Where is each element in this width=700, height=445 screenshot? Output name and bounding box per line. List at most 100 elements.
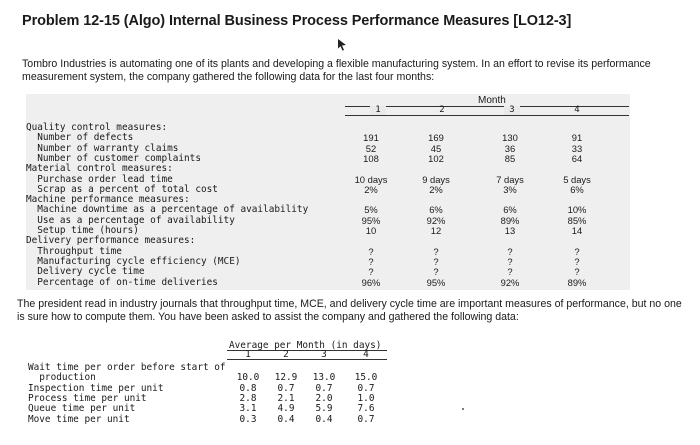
table-cell: 45: [430, 142, 442, 154]
table-cell: ?: [507, 245, 513, 257]
table-cell: 2%: [429, 183, 443, 195]
table-cell: 0.7: [277, 382, 295, 394]
table-cell: 10.0: [236, 372, 260, 384]
table-cell: 10: [365, 225, 377, 236]
table-cell: 6%: [570, 183, 584, 195]
table-cell: 0.8: [239, 382, 257, 394]
month-column-header: 2: [439, 105, 445, 115]
table-cell: 13.0: [312, 372, 336, 384]
table-cell: 2.1: [277, 392, 295, 404]
table-cell: 89%: [500, 214, 520, 226]
table-cell: 130: [502, 132, 518, 144]
table-cell: ?: [368, 266, 374, 278]
row-label: Wait time per order before start of: [28, 362, 226, 373]
table-cell: 85: [504, 152, 516, 164]
row-label: Percentage of on-time deliveries: [26, 276, 218, 288]
average-per-month-header: Average per Month (in days): [229, 340, 382, 351]
table-cell: 0.7: [315, 382, 333, 394]
table-cell: 12.9: [274, 372, 298, 384]
table-cell: ?: [507, 266, 513, 278]
table-cell: 191: [363, 132, 379, 144]
month-column-header: 1: [370, 106, 386, 115]
table-cell: 2.8: [239, 392, 257, 404]
table-cell: 2.0: [315, 392, 333, 404]
table-cell: 2%: [364, 183, 378, 195]
president-paragraph: The president read in industry journals …: [17, 298, 682, 323]
table-cell: ?: [433, 245, 439, 257]
table-cell: 7.6: [357, 403, 375, 415]
table-cell: 89%: [567, 276, 587, 288]
table-cell: ?: [574, 266, 580, 278]
table-cell: 7 days: [496, 173, 524, 185]
table-cell: ?: [368, 255, 374, 267]
table-cell: ?: [507, 255, 513, 267]
table-cell: 0.7: [357, 413, 375, 425]
table-background: [26, 94, 630, 290]
row-label: Delivery performance measures:: [26, 235, 196, 247]
row-label: Manufacturing cycle efficiency (MCE): [26, 255, 241, 267]
month-column-header: 4: [574, 105, 580, 115]
table-cell: 0.7: [357, 382, 375, 394]
row-label: Quality control measures:: [26, 122, 168, 133]
header-rule: [227, 359, 387, 360]
table-cell: ?: [574, 245, 580, 257]
table-cell: 5 days: [563, 173, 591, 185]
row-label: Process time per unit: [28, 392, 147, 404]
row-label: production: [28, 372, 96, 384]
table-cell: 85%: [567, 214, 587, 226]
intro-text: Tombro Industries is automating one of i…: [22, 58, 651, 83]
table-cell: 36: [504, 142, 516, 154]
table-cell: 96%: [361, 276, 381, 288]
row-label: Delivery cycle time: [26, 266, 145, 278]
table-cell: 0.4: [277, 413, 295, 425]
table-cell: 12: [430, 225, 442, 236]
month-column-header: 3: [321, 349, 327, 360]
row-label: Setup time (hours): [26, 225, 139, 236]
problem-title: Problem 12-15 (Algo) Internal Business P…: [22, 13, 572, 29]
table-cell: 169: [428, 132, 444, 144]
table-cell: 6%: [429, 204, 443, 216]
row-label: Material control measures:: [26, 163, 173, 175]
table-cell: 95%: [426, 276, 446, 288]
table-cell: 3.1: [239, 403, 257, 415]
table-cell: 33: [571, 142, 583, 154]
table-cell: 10 days: [354, 173, 388, 185]
row-label: Number of defects: [26, 132, 134, 144]
month-column-header: 3: [504, 106, 520, 115]
month-column-header: 4: [363, 349, 369, 360]
table-cell: ?: [433, 266, 439, 278]
table-cell: 95%: [361, 214, 381, 226]
table-cell: 0.4: [315, 413, 333, 425]
table-cell: 5%: [364, 204, 378, 216]
month-column-header: 2: [283, 349, 289, 360]
table-cell: 14: [571, 225, 583, 236]
table-cell: 102: [428, 152, 444, 164]
header-rule: [345, 106, 629, 107]
table-cell: 15.0: [354, 372, 378, 384]
table-cell: 13: [504, 225, 516, 236]
table-cell: 1.0: [357, 392, 375, 404]
row-label: Machine performance measures:: [26, 194, 190, 206]
table-cell: ?: [368, 245, 374, 257]
table-cell: ?: [433, 255, 439, 267]
table-cell: 0.3: [239, 413, 257, 425]
table-cell: 92%: [500, 276, 520, 288]
table-cell: 108: [363, 152, 379, 164]
average-times-table: Average per Month (in days) 1 2 3 4 Wait ti…: [22, 340, 392, 440]
row-label: Use as a percentage of availability: [26, 214, 235, 226]
table-cell: 4.9: [277, 403, 295, 415]
stray-mark: [462, 408, 464, 410]
row-label: Purchase order lead time: [26, 173, 173, 185]
table-cell: 3%: [503, 183, 517, 195]
header-rule: [227, 350, 387, 351]
table-cell: 6%: [503, 204, 517, 216]
table-cell: 52: [365, 142, 377, 154]
row-label: Move time per unit: [28, 413, 130, 425]
row-label: Machine downtime as a percentage of avai…: [26, 204, 309, 216]
row-label: Throughput time: [26, 245, 122, 257]
row-label: Number of customer complaints: [26, 152, 201, 164]
table-cell: 92%: [426, 214, 446, 226]
mouse-cursor-icon: [338, 39, 346, 51]
month-column-header: 1: [245, 349, 251, 360]
